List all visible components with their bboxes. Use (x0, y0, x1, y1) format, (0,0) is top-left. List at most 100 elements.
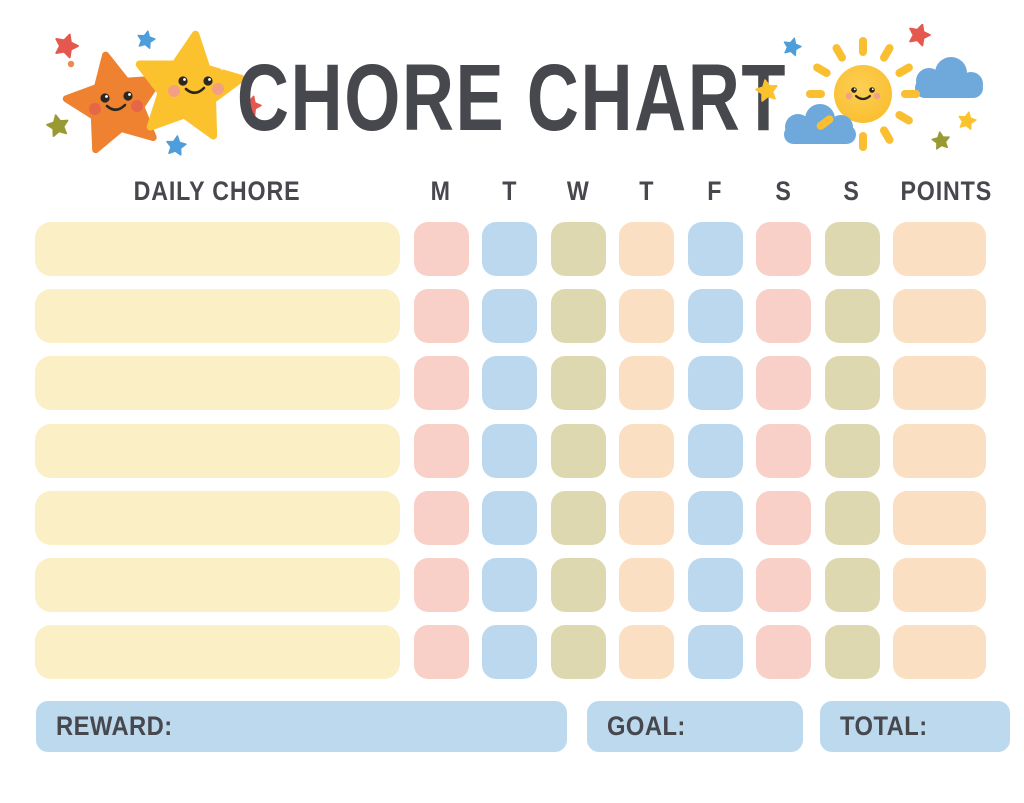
day-cell[interactable] (550, 222, 606, 276)
points-cell[interactable] (893, 490, 986, 545)
day-cell[interactable] (824, 557, 880, 612)
day-header-monday: M (430, 176, 452, 206)
day-cell[interactable] (756, 423, 811, 478)
day-cell[interactable] (482, 557, 537, 612)
day-header-thursday: T (638, 176, 655, 206)
day-cell[interactable] (619, 490, 674, 545)
day-cell[interactable] (482, 356, 537, 411)
day-cell[interactable] (482, 222, 537, 276)
day-cell[interactable] (413, 625, 469, 680)
day-cell[interactable] (413, 557, 469, 612)
blue-mini-star-icon (136, 29, 156, 48)
day-cell[interactable] (482, 625, 537, 680)
day-cell[interactable] (687, 289, 743, 344)
points-header: POINTS (900, 176, 993, 206)
chore-input-cell[interactable] (35, 625, 400, 680)
points-cell[interactable] (893, 557, 986, 612)
chore-input-cell[interactable] (35, 222, 400, 276)
day-cell[interactable] (687, 423, 743, 478)
yellow-mini-star-icon (957, 110, 977, 129)
total-field[interactable]: TOTAL: (820, 701, 1010, 752)
chore-row (35, 557, 986, 612)
yellow-star-face (168, 76, 224, 97)
cloud-icon (784, 104, 856, 144)
day-cell[interactable] (756, 222, 811, 276)
day-cell[interactable] (413, 490, 469, 545)
day-cell[interactable] (756, 289, 811, 344)
orange-star-face (89, 91, 143, 115)
day-cell[interactable] (619, 289, 674, 344)
day-cell[interactable] (550, 625, 606, 680)
chore-input-cell[interactable] (35, 356, 400, 411)
cloud-icon (915, 57, 983, 98)
chore-row (35, 423, 986, 478)
chart-rows (35, 222, 986, 680)
day-cell[interactable] (550, 356, 606, 411)
day-cell[interactable] (687, 625, 743, 680)
day-cell[interactable] (550, 423, 606, 478)
points-cell[interactable] (893, 423, 986, 478)
day-cell[interactable] (413, 222, 469, 276)
points-cell[interactable] (893, 356, 986, 411)
blue-mini-star-icon (782, 36, 803, 56)
day-cell[interactable] (413, 423, 469, 478)
red-mini-star-icon (906, 24, 932, 47)
day-cell[interactable] (413, 356, 469, 411)
day-cell[interactable] (619, 356, 674, 411)
day-header-saturday: S (775, 176, 792, 206)
day-cell[interactable] (824, 625, 880, 680)
day-header-wednesday: W (566, 176, 590, 206)
day-cell[interactable] (619, 557, 674, 612)
chore-row (35, 289, 986, 344)
day-cell[interactable] (550, 490, 606, 545)
day-cell[interactable] (756, 625, 811, 680)
points-cell[interactable] (893, 625, 986, 680)
day-cell[interactable] (824, 490, 880, 545)
day-cell[interactable] (482, 289, 537, 344)
chore-input-cell[interactable] (35, 557, 400, 612)
points-cell[interactable] (893, 289, 986, 344)
day-cell[interactable] (482, 490, 537, 545)
day-cell[interactable] (824, 423, 880, 478)
day-cell[interactable] (824, 222, 880, 276)
reward-field[interactable]: REWARD: (36, 701, 567, 752)
day-cell[interactable] (824, 289, 880, 344)
chore-row (35, 490, 986, 545)
goal-label: GOAL: (607, 711, 686, 741)
chore-input-cell[interactable] (35, 289, 400, 344)
day-cell[interactable] (413, 289, 469, 344)
points-cell[interactable] (893, 222, 986, 276)
day-header-sunday: S (843, 176, 861, 206)
day-cell[interactable] (619, 423, 674, 478)
daily-chore-header: DAILY CHORE (134, 176, 301, 206)
day-cell[interactable] (619, 222, 674, 276)
day-cell[interactable] (619, 625, 674, 680)
day-header-friday: F (707, 176, 723, 206)
day-cell[interactable] (550, 289, 606, 344)
total-label: TOTAL: (840, 711, 928, 741)
day-cell[interactable] (550, 557, 606, 612)
day-cell[interactable] (756, 490, 811, 545)
orange-dot-icon (67, 60, 75, 68)
chore-input-cell[interactable] (35, 490, 400, 545)
stars-illustration (38, 26, 268, 166)
day-cell[interactable] (687, 356, 743, 411)
sun-face (845, 87, 881, 101)
day-cell[interactable] (756, 356, 811, 411)
day-cell[interactable] (824, 356, 880, 411)
day-cell[interactable] (687, 490, 743, 545)
goal-field[interactable]: GOAL: (587, 701, 803, 752)
olive-mini-star-icon (931, 131, 950, 150)
day-cell[interactable] (687, 557, 743, 612)
footer-row: REWARD: GOAL: TOTAL: (36, 701, 1010, 752)
day-header-tuesday: T (501, 176, 518, 206)
yellow-mini-star-icon (755, 78, 779, 101)
chore-row (35, 222, 986, 276)
sun-clouds-illustration (753, 24, 983, 164)
day-cell[interactable] (687, 222, 743, 276)
day-cell[interactable] (756, 557, 811, 612)
chore-input-cell[interactable] (35, 423, 400, 478)
page-title: CHORE CHART (236, 45, 788, 151)
day-cell[interactable] (482, 423, 537, 478)
